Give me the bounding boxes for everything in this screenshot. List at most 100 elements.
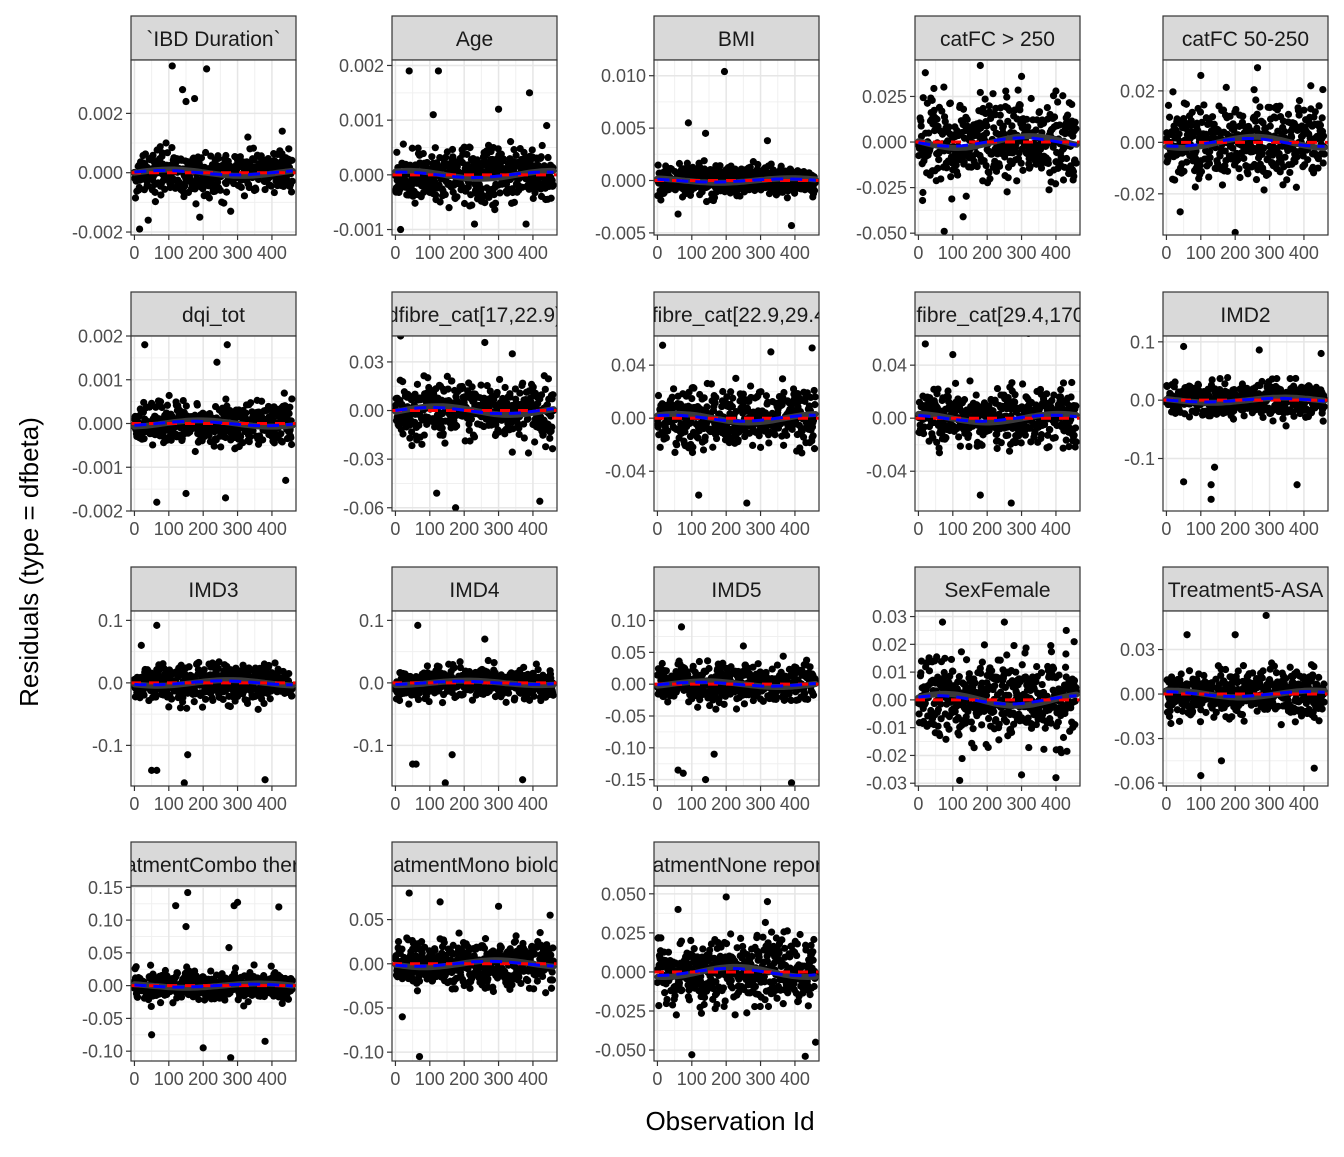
data-point: [1192, 183, 1199, 190]
data-point: [811, 445, 818, 452]
outlier-point: [435, 67, 442, 74]
data-point: [542, 443, 549, 450]
data-point: [1068, 101, 1075, 108]
data-point: [1073, 159, 1080, 166]
data-point: [1304, 156, 1311, 163]
outlier-point: [536, 498, 543, 505]
data-point: [287, 434, 294, 441]
data-point: [466, 144, 473, 151]
outlier-point: [788, 222, 795, 229]
data-point: [784, 194, 791, 201]
data-point: [516, 389, 523, 396]
data-point: [1281, 154, 1288, 161]
data-point: [437, 198, 444, 205]
outlier-point: [767, 348, 774, 355]
data-point: [406, 435, 413, 442]
data-point: [453, 422, 460, 429]
x-tick-label: 0: [652, 243, 662, 263]
x-tick-label: 100: [415, 243, 445, 263]
x-tick-label: 100: [677, 243, 707, 263]
y-tick-label: 0.002: [78, 327, 123, 347]
data-point: [206, 194, 213, 201]
data-point: [496, 189, 503, 196]
x-tick-label: 200: [711, 519, 741, 539]
data-point: [765, 439, 772, 446]
data-point: [453, 193, 460, 200]
x-tick-label: 400: [518, 519, 548, 539]
data-point: [1300, 107, 1307, 114]
outlier-point: [141, 341, 148, 348]
data-point: [729, 395, 736, 402]
data-point: [952, 380, 959, 387]
data-point: [978, 442, 985, 449]
data-point: [509, 449, 516, 456]
y-tick-label: -0.025: [856, 178, 907, 198]
data-point: [930, 85, 937, 92]
data-point: [1052, 180, 1059, 187]
data-point: [732, 375, 739, 382]
data-point: [955, 433, 962, 440]
data-point: [1269, 417, 1276, 424]
data-point: [1198, 168, 1205, 175]
facet-strip-label: IMD2: [1220, 304, 1270, 327]
data-point: [1008, 379, 1015, 386]
data-point: [954, 171, 961, 178]
data-point: [1285, 111, 1292, 118]
data-point: [1293, 184, 1300, 191]
data-point: [977, 89, 984, 96]
data-point: [1252, 96, 1259, 103]
data-point: [703, 403, 710, 410]
data-point: [164, 402, 171, 409]
data-point: [424, 374, 431, 381]
y-tick-label: -0.02: [1114, 184, 1155, 204]
data-point: [1004, 432, 1011, 439]
y-tick-label: 0.00: [611, 409, 646, 429]
data-point: [432, 144, 439, 151]
data-point: [1286, 169, 1293, 176]
outlier-point: [179, 86, 186, 93]
data-point: [549, 445, 556, 452]
data-point: [811, 387, 818, 394]
data-point: [1256, 103, 1263, 110]
data-point: [1045, 160, 1052, 167]
outlier-point: [543, 122, 550, 129]
y-tick-label: 0.00: [349, 401, 384, 421]
data-point: [973, 391, 980, 398]
data-point: [1254, 111, 1261, 118]
data-point: [1195, 382, 1202, 389]
outlier-point: [227, 208, 234, 215]
data-point: [1003, 94, 1010, 101]
data-point: [1273, 375, 1280, 382]
data-point: [1236, 174, 1243, 181]
data-point: [989, 90, 996, 97]
outlier-point: [153, 499, 160, 506]
x-tick-label: 400: [518, 243, 548, 263]
data-point: [780, 389, 787, 396]
outlier-point: [1018, 73, 1025, 80]
outlier-point: [949, 351, 956, 358]
data-point: [1165, 102, 1172, 109]
x-tick-label: 300: [484, 243, 514, 263]
outlier-point: [244, 134, 251, 141]
data-point: [1283, 176, 1290, 183]
data-point: [444, 386, 451, 393]
data-point: [220, 200, 227, 207]
data-point: [531, 438, 538, 445]
data-point: [811, 187, 818, 194]
x-tick-label: 0: [390, 519, 400, 539]
data-point: [183, 402, 190, 409]
data-point: [798, 449, 805, 456]
data-point: [258, 398, 265, 405]
data-point: [735, 436, 742, 443]
y-tick-label: 0.000: [78, 163, 123, 183]
data-point: [281, 390, 288, 397]
y-tick-label: -0.001: [333, 220, 384, 240]
data-point: [997, 112, 1004, 119]
y-tick-label: 0.000: [862, 133, 907, 153]
data-point: [1051, 113, 1058, 120]
data-point: [288, 395, 295, 402]
data-point: [1183, 101, 1190, 108]
data-point: [492, 200, 499, 207]
data-point: [937, 175, 944, 182]
